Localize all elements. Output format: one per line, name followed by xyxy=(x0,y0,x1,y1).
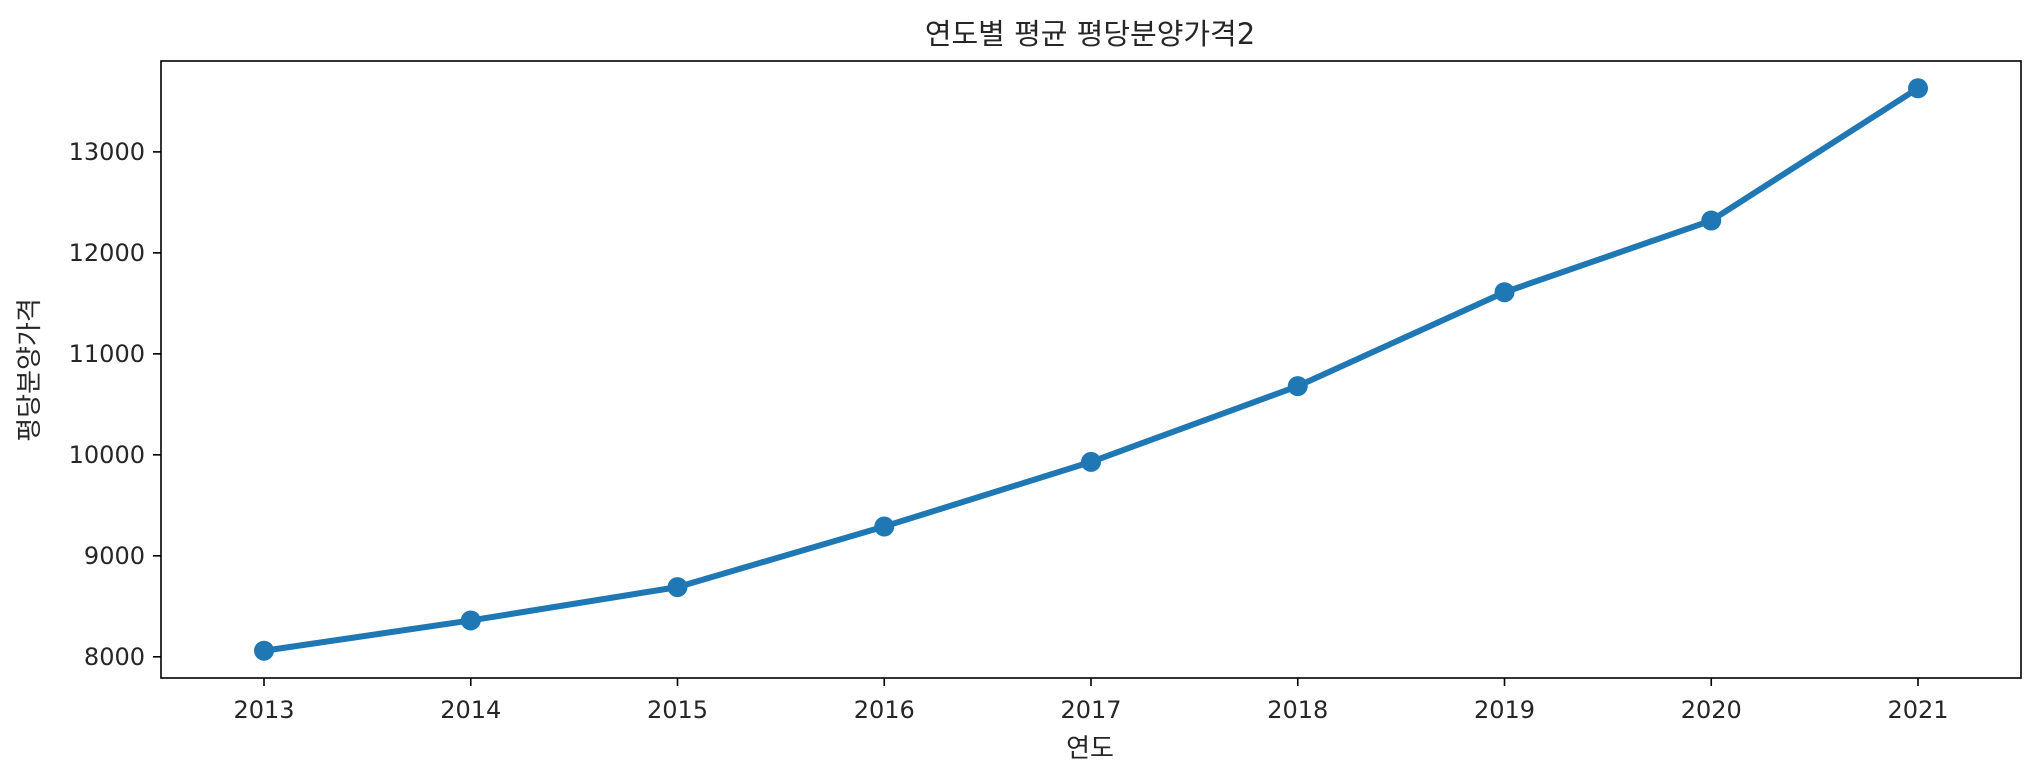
y-axis: 8000 9000 10000 11000 12000 13000 xyxy=(69,138,161,671)
y-tick-label: 11000 xyxy=(69,340,145,368)
data-point xyxy=(1701,210,1722,231)
x-tick-label: 2019 xyxy=(1474,696,1535,724)
y-tick-label: 12000 xyxy=(69,239,145,267)
data-point xyxy=(667,577,688,598)
data-point xyxy=(460,610,481,631)
x-tick-label: 2013 xyxy=(233,696,294,724)
x-tick-label: 2017 xyxy=(1060,696,1121,724)
x-axis: 2013 2014 2015 2016 2017 2018 2019 2020 2021 xyxy=(233,678,1949,724)
series-points xyxy=(254,78,1928,661)
y-axis-label: 평당분양가격 xyxy=(15,298,45,442)
data-point xyxy=(254,640,274,661)
x-tick-label: 2016 xyxy=(854,696,915,724)
plot-area xyxy=(160,60,2022,679)
x-tick-label: 2021 xyxy=(1887,696,1948,724)
x-tick-label: 2015 xyxy=(647,696,708,724)
data-point xyxy=(1494,282,1515,303)
y-tick-label: 13000 xyxy=(69,138,145,166)
y-tick-label: 8000 xyxy=(84,643,145,671)
series-line xyxy=(261,85,1921,654)
data-point xyxy=(1081,451,1101,472)
x-tick-label: 2018 xyxy=(1267,696,1328,724)
data-point xyxy=(874,516,895,537)
data-point xyxy=(1287,376,1308,397)
x-tick-label: 2020 xyxy=(1681,696,1742,724)
y-tick-label: 9000 xyxy=(84,542,145,570)
x-tick-label: 2014 xyxy=(440,696,501,724)
chart-title: 연도별 평균 평당분양가격2 xyxy=(925,17,1255,51)
y-tick-label: 10000 xyxy=(69,441,145,469)
data-point xyxy=(1908,78,1928,99)
x-axis-label: 연도 xyxy=(1066,734,1114,764)
